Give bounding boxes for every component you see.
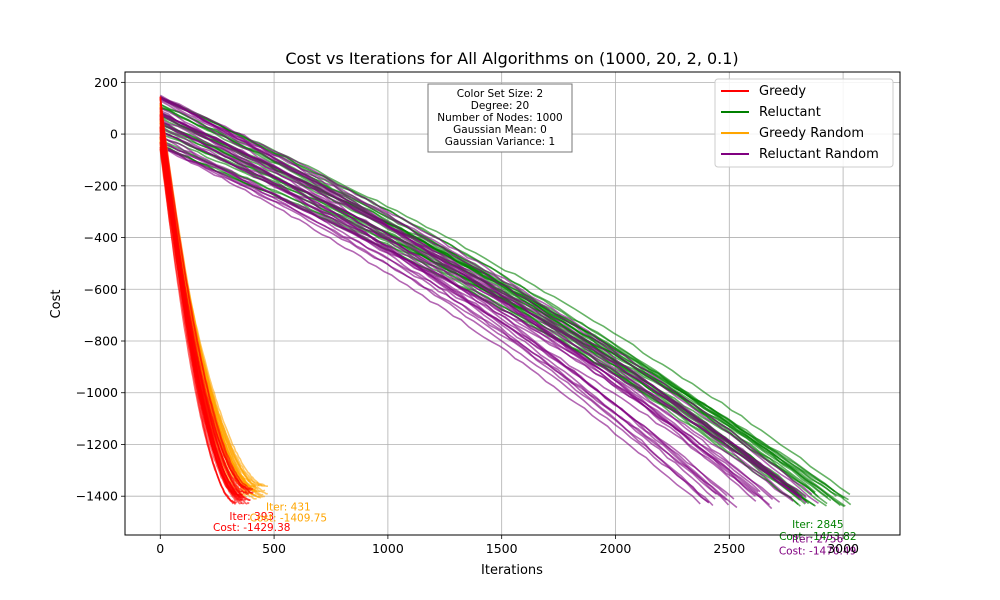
legend-frame: [714, 78, 894, 168]
legend-label-reluctant-random: Reluctant Random: [759, 147, 879, 162]
best-iter-annotation: Iter: 393: [229, 511, 274, 523]
series-greedy: [159, 96, 254, 505]
info-line-nodes: Number of Nodes: 1000: [437, 112, 562, 124]
info-line-degree: Degree: 20: [471, 100, 529, 112]
series-layer: [159, 94, 852, 510]
legend-label-greedy-random: Greedy Random: [759, 126, 864, 141]
best-cost-annotation: Cost: -1453.82: [779, 531, 856, 543]
series-run-line: [160, 144, 701, 505]
series-reluctant-random: [159, 94, 819, 510]
y-tick-label: −400: [84, 230, 118, 245]
x-tick-label: 3000: [827, 541, 859, 556]
y-tick-label: −1400: [76, 489, 118, 504]
series-run-line: [160, 139, 816, 507]
series-run-line: [159, 113, 761, 493]
y-tick-label: −1000: [76, 385, 118, 400]
y-axis-ticks: 200 0 −200 −400 −600 −800 −1000 −1200 −1400: [76, 75, 125, 504]
info-line-variance: Gaussian Variance: 1: [445, 136, 555, 148]
info-line-mean: Gaussian Mean: 0: [453, 124, 547, 136]
y-tick-label: −800: [84, 334, 118, 349]
x-tick-label: 2000: [600, 541, 632, 556]
y-tick-label: −1200: [76, 437, 118, 452]
best-iter-annotation: Iter: 431: [266, 502, 311, 514]
y-tick-label: −200: [84, 178, 118, 193]
best-iter-annotation: Iter: 2756: [792, 533, 844, 545]
x-tick-label: 1500: [486, 541, 518, 556]
x-tick-label: 500: [262, 541, 286, 556]
series-run-line: [159, 95, 757, 502]
plot-frame: [124, 71, 901, 536]
series-run-line: [159, 97, 801, 499]
series-run-line: [159, 94, 813, 496]
info-box: Color Set Size: 2 Degree: 20 Number of N…: [427, 83, 573, 153]
x-tick-label: 1000: [372, 541, 404, 556]
series-run-line: [159, 96, 242, 499]
best-cost-annotation: Cost: -1429.38: [213, 522, 290, 534]
best-iter-annotation: Iter: 2845: [792, 519, 843, 531]
series-run-line: [159, 97, 819, 504]
y-tick-label: 0: [110, 127, 118, 142]
y-axis-label: Cost: [49, 290, 64, 319]
series-run-line: [159, 136, 710, 504]
info-box-frame: [427, 83, 573, 153]
series-run-line: [159, 112, 793, 499]
x-tick-label: 2500: [713, 541, 745, 556]
series-run-line: [159, 143, 738, 509]
chart-title: Cost vs Iterations for All Algorithms on…: [285, 49, 738, 68]
best-cost-annotation: Cost: -1409.75: [250, 513, 327, 525]
legend-label-greedy: Greedy: [759, 84, 806, 99]
series-run-line: [159, 112, 798, 493]
series-run-line: [159, 109, 714, 507]
info-line-color-set: Color Set Size: 2: [457, 88, 543, 100]
x-axis-ticks: 0 500 1000 1500 2000 2500 3000: [156, 535, 859, 556]
y-tick-label: 200: [94, 75, 118, 90]
best-cost-annotation: Cost: -1470.49: [779, 545, 856, 557]
series-run-line: [159, 102, 254, 494]
x-axis-label: Iterations: [481, 563, 543, 578]
series-run-line: [160, 141, 794, 502]
y-tick-label: −600: [84, 282, 118, 297]
x-tick-label: 0: [156, 541, 164, 556]
series-run-line: [160, 96, 841, 507]
legend-label-reluctant: Reluctant: [759, 105, 821, 120]
legend: Greedy Reluctant Greedy Random Reluctant…: [714, 78, 894, 168]
